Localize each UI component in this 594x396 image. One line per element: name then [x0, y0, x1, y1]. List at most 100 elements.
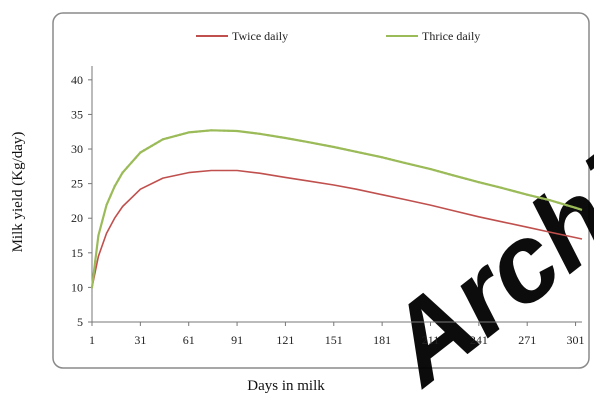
series-point-thrice-daily [433, 169, 436, 172]
series-point-thrice-daily [429, 168, 432, 171]
x-tick-label: 121 [276, 333, 294, 347]
series-point-thrice-daily [344, 148, 347, 151]
series-point-thrice-daily [280, 136, 283, 139]
series-point-thrice-daily [251, 131, 254, 134]
series-point-thrice-daily [340, 147, 343, 150]
series-point-thrice-daily [97, 234, 100, 237]
series-point-thrice-daily [187, 131, 190, 134]
x-axis-title: Days in milk [247, 378, 325, 394]
series-point-thrice-daily [267, 134, 270, 137]
series-point-thrice-daily [336, 146, 339, 149]
series-point-thrice-daily [363, 152, 366, 155]
series-line-twice-daily [91, 169, 583, 288]
series-point-thrice-daily [396, 160, 399, 163]
series-point-thrice-daily [460, 176, 463, 179]
series-point-thrice-daily [299, 139, 302, 142]
series-point-thrice-daily [448, 173, 451, 176]
series-point-thrice-daily [109, 194, 112, 197]
chart-frame [52, 12, 590, 369]
y-ticks: 5 10 15 20 25 30 35 40 [71, 73, 92, 329]
series-point-thrice-daily [195, 130, 198, 133]
series-point-thrice-daily [91, 286, 93, 289]
series-point-thrice-daily [574, 206, 577, 209]
series-point-thrice-daily [231, 129, 234, 132]
series-point-thrice-daily [198, 130, 201, 133]
series-point-thrice-daily [288, 137, 291, 140]
series-point-thrice-daily [258, 132, 261, 135]
series-point-thrice-daily [117, 178, 120, 181]
series-point-thrice-daily [565, 204, 568, 207]
series-point-thrice-daily [94, 260, 97, 263]
y-tick-label: 20 [71, 211, 83, 225]
series-point-thrice-daily [477, 181, 480, 184]
series-point-thrice-daily [500, 186, 503, 189]
series-point-thrice-daily [533, 195, 536, 198]
y-tick-label: 5 [77, 315, 83, 329]
series-point-thrice-daily [223, 129, 226, 132]
y-tick-label: 25 [71, 177, 83, 191]
series-point-thrice-daily [473, 180, 476, 183]
series-point-thrice-daily [291, 138, 294, 141]
series-point-thrice-daily [206, 129, 209, 132]
x-tick-label: 181 [373, 333, 391, 347]
x-tick-label: 301 [567, 333, 585, 347]
series-point-thrice-daily [332, 145, 335, 148]
y-axis-title: Milk yield (Kg/day) [10, 132, 26, 253]
series-point-thrice-daily [368, 153, 371, 156]
series-point-thrice-daily [324, 144, 327, 147]
series-point-thrice-daily [139, 151, 142, 154]
series-point-thrice-daily [158, 140, 161, 143]
y-tick-label: 10 [71, 280, 83, 294]
x-tick-label: 241 [470, 333, 488, 347]
series-point-thrice-daily [295, 139, 298, 142]
x-tick-label: 31 [134, 333, 146, 347]
series-point-thrice-daily [403, 161, 406, 164]
series-point-thrice-daily [553, 200, 556, 203]
series-point-thrice-daily [412, 163, 415, 166]
series-point-thrice-daily [247, 131, 250, 134]
series-point-thrice-daily [355, 150, 358, 153]
series-point-thrice-daily [319, 143, 322, 146]
series-point-thrice-daily [134, 156, 137, 159]
legend-label-twice-daily: Twice daily [232, 29, 288, 43]
series-point-thrice-daily [481, 182, 484, 185]
series-point-thrice-daily [306, 141, 309, 144]
series-point-thrice-daily [105, 204, 108, 207]
series-point-thrice-daily [303, 140, 306, 143]
series-point-thrice-daily [174, 134, 177, 137]
series-point-thrice-daily [262, 133, 265, 136]
series-point-thrice-daily [243, 130, 246, 133]
series-point-thrice-daily [384, 157, 387, 160]
series-point-thrice-daily [496, 185, 499, 188]
series-point-thrice-daily [489, 184, 492, 187]
series-point-thrice-daily [121, 171, 124, 174]
series-point-thrice-daily [509, 189, 512, 192]
series-point-thrice-daily [154, 142, 157, 145]
series-point-thrice-daily [517, 191, 520, 194]
series-point-thrice-daily [376, 155, 379, 158]
series-point-thrice-daily [557, 201, 560, 204]
series-point-thrice-daily [452, 174, 455, 177]
legend: Twice daily Thrice daily [196, 29, 480, 43]
series-point-thrice-daily [126, 166, 129, 169]
series-point-thrice-daily [150, 144, 153, 147]
series-point-thrice-daily [236, 130, 239, 133]
y-tick-label: 35 [71, 107, 83, 121]
series-point-thrice-daily [315, 142, 318, 145]
series-point-thrice-daily [464, 177, 467, 180]
series-point-thrice-daily [347, 149, 350, 152]
series-point-thrice-daily [218, 129, 221, 132]
y-tick-label: 40 [71, 73, 83, 87]
series-point-thrice-daily [146, 147, 149, 150]
series-point-thrice-daily [392, 159, 395, 162]
series-point-thrice-daily [425, 167, 428, 170]
series-point-thrice-daily [529, 194, 532, 197]
y-tick-label: 30 [71, 142, 83, 156]
series-point-thrice-daily [577, 207, 580, 210]
y-tick-label: 15 [71, 246, 83, 260]
series-point-thrice-daily [254, 132, 257, 135]
series-point-thrice-daily [191, 131, 194, 134]
series-point-thrice-daily [372, 154, 375, 157]
x-tick-label: 91 [231, 333, 243, 347]
